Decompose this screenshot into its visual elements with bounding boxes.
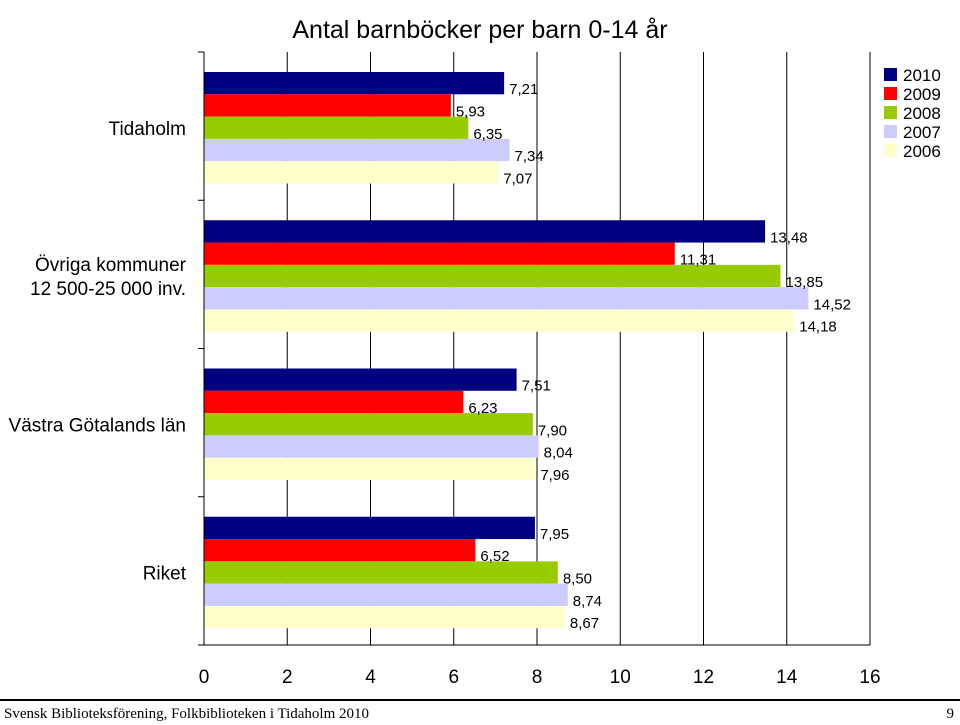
bar-value-label: 11,31: [680, 252, 716, 269]
category-label: Västra Götalands län: [9, 415, 186, 436]
legend-label: 2010: [903, 66, 941, 85]
x-tick-label: 14: [776, 667, 798, 688]
bar: [204, 94, 451, 117]
bar-value-label: 7,34: [515, 148, 544, 165]
legend-label: 2008: [903, 104, 941, 123]
x-tick-label: 16: [859, 667, 880, 688]
bar-labels: 7,21 5,93 6,35 7,34 7,07 13,48 11,31 13,85 14,52…: [456, 81, 851, 632]
bar-value-label: 6,52: [480, 548, 509, 565]
bar-value-label: 7,96: [540, 467, 569, 484]
bar-value-label: 8,50: [563, 571, 592, 588]
category-label: Riket: [143, 564, 187, 585]
footer-divider: [0, 699, 960, 701]
bar: [204, 605, 565, 629]
x-tick-label: 12: [693, 667, 714, 688]
x-tick-label: 10: [610, 667, 631, 688]
bar-value-label: 14,18: [799, 319, 837, 336]
legend-swatch: [884, 68, 897, 81]
x-axis: 0 2 4 6 8 10 12 14 16: [198, 51, 881, 688]
bar: [204, 561, 558, 584]
x-tick-label: 0: [199, 667, 210, 688]
footer-source: Svensk Biblioteksförening, Folkbibliotek…: [4, 706, 370, 722]
bar: [204, 413, 533, 436]
x-tick-label: 8: [532, 667, 543, 688]
bar-value-label: 7,95: [540, 526, 569, 543]
chart-title: Antal barnböcker per barn 0-14 år: [292, 16, 667, 44]
bar: [204, 116, 469, 139]
bar-value-label: 14,52: [813, 296, 851, 313]
bar: [204, 390, 464, 414]
x-tick-label: 6: [448, 667, 459, 688]
bar-value-label: 5,93: [456, 103, 485, 120]
bar-value-label: 13,85: [786, 274, 824, 291]
bar: [204, 287, 809, 310]
category-label: Tidaholm: [109, 119, 186, 140]
bar: [204, 161, 499, 184]
bar: [204, 516, 535, 540]
legend-swatch: [884, 144, 897, 157]
bar-value-label: 7,51: [522, 378, 551, 395]
category-label: Övriga kommuner: [35, 255, 187, 276]
legend-label: 2007: [903, 123, 941, 142]
bar: [204, 220, 766, 243]
bar-value-label: 8,67: [570, 615, 599, 632]
bar-value-label: 8,74: [573, 593, 602, 610]
legend-swatch: [884, 87, 897, 100]
bar: [204, 72, 505, 95]
bar: [204, 583, 568, 606]
bar-value-label: 7,90: [538, 422, 567, 439]
legend-label: 2006: [903, 142, 941, 161]
x-tick-label: 2: [282, 667, 293, 688]
bar-value-label: 8,04: [544, 445, 573, 462]
category-label: 12 500-25 000 inv.: [30, 279, 186, 300]
page-number: 9: [946, 706, 955, 722]
bar-value-label: 13,48: [770, 229, 808, 246]
bar: [204, 242, 675, 265]
legend-label: 2009: [903, 85, 941, 104]
bar: [204, 264, 781, 288]
bar: [204, 435, 539, 458]
bar: [204, 368, 517, 391]
bar-value-label: 6,35: [473, 126, 502, 143]
bar: [204, 457, 536, 480]
bar-value-label: 7,21: [509, 81, 538, 98]
bar: [204, 138, 510, 162]
category-labels: Tidaholm Övriga kommuner 12 500-25 000 inv…: [9, 119, 187, 585]
legend-swatch: [884, 125, 897, 138]
bar-value-label: 6,23: [468, 400, 497, 417]
legend-swatch: [884, 106, 897, 119]
chart: Antal barnböcker per barn 0-14 år 7,21 5,…: [9, 16, 941, 688]
bar-value-label: 7,07: [503, 170, 532, 187]
bars: [204, 72, 809, 629]
x-tick-label: 4: [365, 667, 376, 688]
bar: [204, 539, 476, 562]
bar: [204, 309, 795, 332]
